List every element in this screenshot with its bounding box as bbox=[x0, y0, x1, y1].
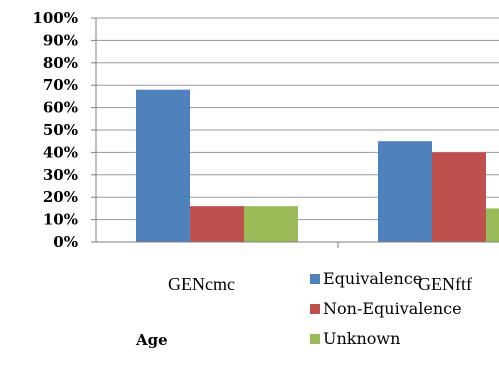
y-tick-label: 60% bbox=[43, 99, 78, 117]
y-tick-label: 100% bbox=[32, 9, 78, 27]
y-tick-label: 50% bbox=[43, 121, 78, 139]
bar-unknown-genftf bbox=[486, 208, 499, 242]
bar-non-equivalence-gencmc bbox=[190, 206, 244, 242]
y-tick-label: 10% bbox=[43, 211, 78, 229]
legend-label: Equivalence bbox=[323, 269, 422, 288]
y-tick-label: 30% bbox=[43, 166, 78, 184]
y-tick-label: 40% bbox=[43, 143, 78, 161]
legend-swatch bbox=[310, 274, 320, 284]
legend-swatch bbox=[310, 304, 320, 314]
x-category-label: GENcmc bbox=[168, 274, 235, 294]
bar-equivalence-genftf bbox=[378, 141, 432, 242]
axes bbox=[95, 18, 499, 248]
y-tick-label: 80% bbox=[43, 54, 78, 72]
bars bbox=[136, 89, 499, 243]
x-category-label: GENftf bbox=[418, 274, 472, 294]
y-tick-label: 70% bbox=[43, 76, 78, 94]
legend-label: Non-Equivalence bbox=[323, 299, 462, 318]
legend-swatch bbox=[310, 334, 320, 344]
bar-non-equivalence-genftf bbox=[432, 152, 486, 242]
category-labels: GENcmc GENftf bbox=[168, 274, 472, 294]
x-axis-title: Age bbox=[135, 331, 168, 349]
y-axis-ticks: 0% 10% 20% 30% 40% 50% 60% 70% 80% 90% 100% bbox=[32, 9, 96, 251]
y-tick-label: 0% bbox=[53, 233, 78, 251]
legend: Equivalence Non-Equivalence Unknown bbox=[310, 269, 462, 348]
legend-label: Unknown bbox=[323, 329, 400, 348]
y-tick-label: 90% bbox=[43, 31, 78, 49]
bar-unknown-gencmc bbox=[244, 206, 298, 242]
y-tick-label: 20% bbox=[43, 188, 78, 206]
bar-equivalence-gencmc bbox=[136, 89, 190, 243]
